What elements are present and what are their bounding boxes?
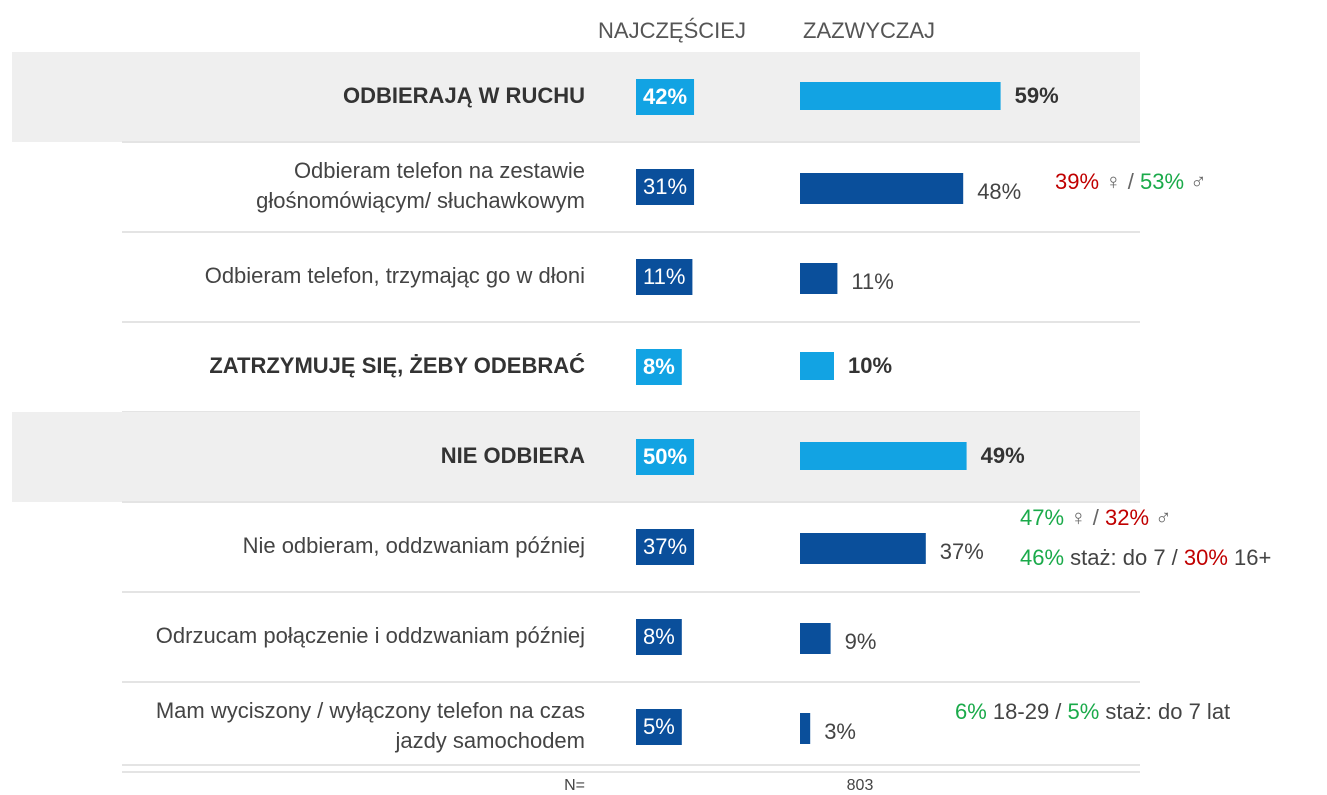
most-often-label: 11%: [643, 264, 685, 289]
most-often-label: 37%: [643, 534, 687, 559]
value-label: 59%: [1015, 83, 1059, 108]
value-label: 9%: [845, 629, 877, 654]
category-label: jazdy samochodem: [394, 728, 585, 753]
category-label: Odbieram telefon na zestawie: [294, 158, 585, 183]
category-label: NIE ODBIERA: [441, 443, 585, 468]
value-label: 11%: [851, 269, 893, 294]
column-header: ZAZWYCZAJ: [803, 18, 935, 43]
most-often-label: 31%: [643, 174, 687, 199]
annotation-part: 18-29 /: [987, 699, 1068, 724]
category-label: Odbieram telefon, trzymając go w dłoni: [205, 263, 585, 288]
annotation: 6% 18-29 / 5% staż: do 7 lat: [955, 699, 1230, 724]
footer-label: N=: [564, 777, 585, 794]
annotation: 39% ♀ / 53% ♂: [1055, 169, 1207, 194]
most-often-box: [636, 439, 695, 475]
most-often-label: 42%: [643, 84, 687, 109]
most-often-label: 8%: [643, 354, 675, 379]
most-often-box: [636, 259, 693, 295]
annotation-part: 39%: [1055, 169, 1099, 194]
annotation-part: 53%: [1140, 169, 1184, 194]
most-often-box: [636, 709, 682, 745]
annotation-part: ♀ /: [1099, 169, 1140, 194]
bar: [800, 263, 838, 294]
bar: [800, 173, 964, 204]
most-often-box: [636, 619, 682, 655]
annotation: 47% ♀ / 32% ♂: [1020, 505, 1172, 530]
category-label: Odrzucam połączenie i oddzwaniam później: [156, 623, 585, 648]
category-label: ZATRZYMUJĘ SIĘ, ŻEBY ODEBRAĆ: [209, 353, 585, 378]
column-header: NAJCZĘŚCIEJ: [598, 18, 746, 43]
value-label: 10%: [848, 353, 892, 378]
most-often-label: 5%: [643, 714, 675, 739]
annotation-part: staż: do 7 lat: [1099, 699, 1230, 724]
bar: [800, 533, 926, 564]
value-label: 49%: [981, 443, 1025, 468]
annotation-part: 16+: [1228, 545, 1271, 570]
most-often-label: 8%: [643, 624, 675, 649]
bar: [800, 713, 811, 744]
bar: [800, 623, 831, 654]
most-often-box: [636, 79, 695, 115]
annotation-part: 47%: [1020, 505, 1064, 530]
most-often-label: 50%: [643, 444, 687, 469]
bar: [800, 82, 1001, 110]
annotation-part: ♀ /: [1064, 505, 1105, 530]
category-label: ODBIERAJĄ W RUCHU: [343, 83, 585, 108]
annotation: 46% staż: do 7 / 30% 16+: [1020, 545, 1271, 570]
bar: [800, 352, 834, 380]
value-label: 3%: [824, 719, 856, 744]
annotation-part: 5%: [1068, 699, 1100, 724]
category-label: Mam wyciszony / wyłączony telefon na cza…: [156, 698, 585, 723]
footer-value: 803: [847, 777, 874, 794]
category-label: Nie odbieram, oddzwaniam później: [243, 533, 585, 558]
value-label: 37%: [940, 539, 984, 564]
most-often-box: [636, 529, 695, 565]
value-label: 48%: [977, 179, 1021, 204]
most-often-box: [636, 169, 695, 205]
annotation-part: ♂: [1184, 169, 1207, 194]
annotation-part: ♂: [1149, 505, 1172, 530]
annotation-part: 46%: [1020, 545, 1064, 570]
most-often-box: [636, 349, 682, 385]
annotation-part: 32%: [1105, 505, 1149, 530]
annotation-part: staż: do 7 /: [1064, 545, 1184, 570]
annotation-part: 6%: [955, 699, 987, 724]
bar: [800, 442, 967, 470]
annotation-part: 30%: [1184, 545, 1228, 570]
category-label: głośnomówiącym/ słuchawkowym: [256, 188, 585, 213]
